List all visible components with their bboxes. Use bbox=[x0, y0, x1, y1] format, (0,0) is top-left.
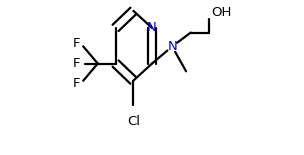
Text: N: N bbox=[147, 21, 157, 34]
Text: OH: OH bbox=[211, 6, 231, 19]
Text: F: F bbox=[72, 37, 80, 50]
Text: F: F bbox=[72, 77, 80, 90]
Text: N: N bbox=[167, 40, 177, 53]
Text: F: F bbox=[72, 57, 80, 70]
Text: Cl: Cl bbox=[127, 115, 140, 128]
